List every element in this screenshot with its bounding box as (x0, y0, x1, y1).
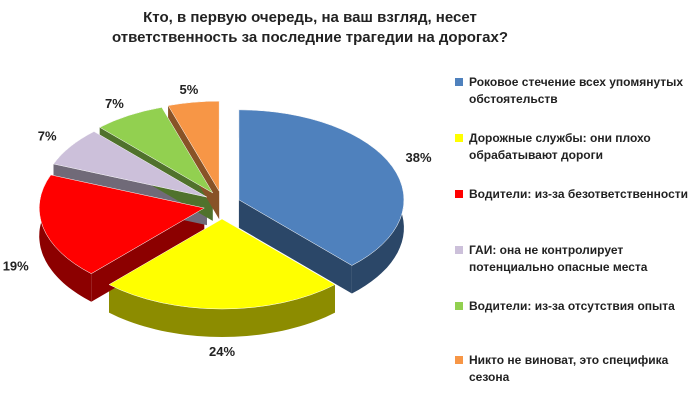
slice (53, 131, 208, 198)
legend-swatch (455, 190, 463, 198)
data-label: 5% (180, 82, 199, 97)
legend-label: Никто не виноват, это специфика сезона (469, 353, 669, 384)
slice (38, 174, 205, 274)
data-label: 7% (38, 129, 57, 144)
data-label: 38% (406, 150, 432, 165)
slice-side-face (39, 174, 92, 302)
legend-item: Никто не виноват, это специфика сезона (455, 352, 700, 386)
legend-swatch (455, 78, 463, 86)
slice (99, 107, 214, 194)
slice-side-face (109, 284, 335, 337)
data-label: 7% (105, 96, 124, 111)
legend-label: Водители: из-за отсутствия опыта (469, 299, 675, 313)
legend-label: Водители: из-за безответственности (469, 187, 689, 201)
legend-item: Водители: из-за безответственности (455, 186, 700, 203)
legend-label: ГАИ: она не контролирует потенциально оп… (469, 243, 648, 274)
legend-item: Роковое стечение всех упомянутых обстоят… (455, 74, 700, 108)
slice (167, 100, 220, 193)
legend-swatch (455, 246, 463, 254)
legend-label: Роковое стечение всех упомянутых обстоят… (469, 75, 684, 106)
data-label: 19% (3, 258, 29, 273)
slice (238, 109, 405, 266)
legend-label: Дорожные службы: они плохо обрабатывают … (469, 131, 651, 162)
slice (108, 218, 336, 310)
legend-swatch (455, 356, 463, 364)
legend-swatch (455, 134, 463, 142)
slice-side-face (238, 199, 352, 294)
legend-swatch (455, 302, 463, 310)
chart-title: Кто, в первую очередь, на ваш взгляд, не… (111, 9, 509, 46)
legend-item: ГАИ: она не контролирует потенциально оп… (455, 242, 700, 276)
data-label: 24% (209, 344, 235, 359)
legend-item: Водители: из-за отсутствия опыта (455, 298, 700, 315)
legend-item: Дорожные службы: они плохо обрабатывают … (455, 130, 700, 164)
